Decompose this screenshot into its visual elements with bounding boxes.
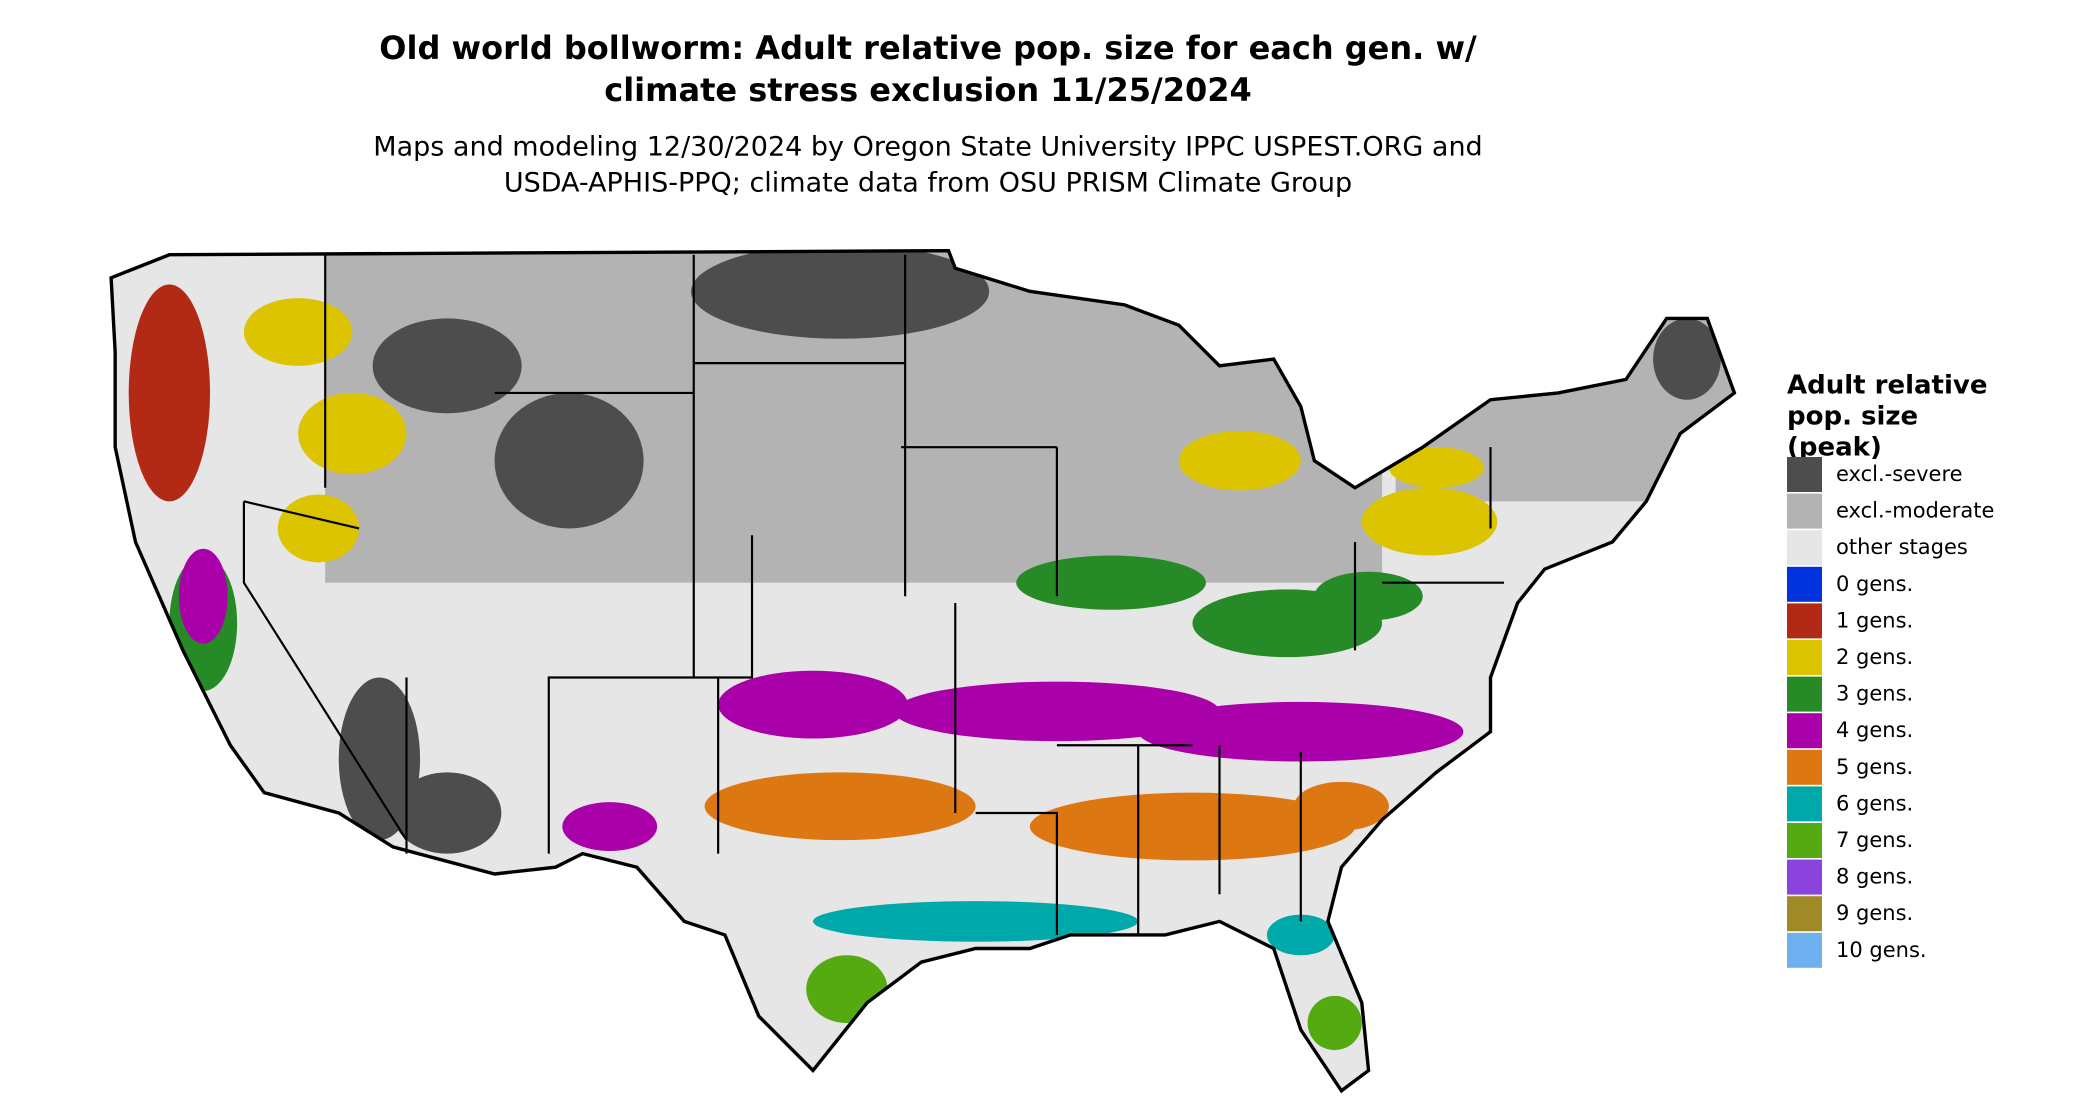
legend-swatch bbox=[1787, 676, 1822, 712]
legend-swatch bbox=[1787, 786, 1822, 822]
region bbox=[562, 802, 658, 851]
region bbox=[1178, 430, 1301, 491]
legend-swatch bbox=[1787, 640, 1822, 675]
title-line: Old world bollworm: Adult relative pop. … bbox=[379, 29, 1477, 67]
region bbox=[1016, 555, 1206, 610]
region bbox=[806, 955, 888, 1024]
legend-label: 6 gens. bbox=[1836, 791, 1913, 815]
subtitle-line: Maps and modeling 12/30/2024 by Oregon S… bbox=[373, 132, 1482, 163]
legend-swatch bbox=[1787, 530, 1822, 566]
legend-label: 8 gens. bbox=[1836, 865, 1913, 889]
state-borders bbox=[242, 254, 1505, 935]
region bbox=[1361, 487, 1498, 556]
legend-label: 9 gens. bbox=[1836, 901, 1913, 925]
region bbox=[298, 392, 407, 475]
region bbox=[1266, 914, 1335, 956]
legend-swatch bbox=[1787, 859, 1822, 895]
region bbox=[494, 392, 644, 529]
legend-swatch bbox=[1787, 932, 1822, 968]
legend-label: excl.-severe bbox=[1836, 462, 1963, 486]
region bbox=[1653, 318, 1721, 400]
region bbox=[243, 298, 353, 366]
region bbox=[392, 772, 502, 854]
region bbox=[277, 494, 360, 563]
region bbox=[691, 250, 990, 339]
legend-swatch bbox=[1787, 823, 1822, 858]
region bbox=[718, 670, 908, 739]
legend-label: 10 gens. bbox=[1836, 938, 1927, 962]
legend-swatch bbox=[1787, 566, 1822, 602]
region bbox=[178, 548, 228, 644]
legend-swatch bbox=[1787, 896, 1822, 932]
legend-swatch bbox=[1787, 493, 1822, 529]
region bbox=[128, 284, 211, 502]
region bbox=[1307, 995, 1362, 1051]
region bbox=[1294, 781, 1389, 831]
legend-label: 1 gens. bbox=[1836, 608, 1913, 632]
legend: Adult relative pop. size (peak) excl.-se… bbox=[1787, 371, 1994, 968]
title-line: climate stress exclusion 11/25/2024 bbox=[604, 71, 1252, 109]
legend-swatch bbox=[1787, 713, 1822, 749]
region bbox=[704, 772, 976, 841]
legend-swatch bbox=[1787, 457, 1822, 492]
legend-label: other stages bbox=[1836, 535, 1968, 559]
legend-label: 0 gens. bbox=[1836, 572, 1913, 596]
legend-label: 2 gens. bbox=[1836, 645, 1913, 669]
legend-title-line: pop. size bbox=[1787, 402, 1918, 432]
legend-swatch bbox=[1787, 603, 1822, 639]
legend-label: 7 gens. bbox=[1836, 828, 1913, 852]
region bbox=[372, 318, 522, 414]
region bbox=[1314, 571, 1423, 621]
region bbox=[1029, 792, 1355, 861]
region bbox=[1388, 447, 1484, 488]
legend-label: 3 gens. bbox=[1836, 682, 1913, 706]
legend-label: 5 gens. bbox=[1836, 755, 1913, 779]
subtitle-line: USDA-APHIS-PPQ; climate data from OSU PR… bbox=[504, 168, 1352, 199]
legend-label: 4 gens. bbox=[1836, 718, 1913, 742]
legend-title-line: Adult relative bbox=[1787, 371, 1987, 401]
legend-label: excl.-moderate bbox=[1836, 499, 1994, 523]
legend-swatch bbox=[1787, 749, 1822, 785]
region bbox=[894, 681, 1220, 742]
